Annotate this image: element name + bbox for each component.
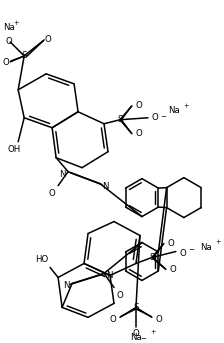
Text: O: O [136,101,143,110]
Text: S: S [117,115,123,124]
Text: N: N [102,182,108,191]
Text: N: N [64,282,70,291]
Text: O: O [152,113,159,122]
Text: O: O [170,265,177,274]
Text: OH: OH [8,145,21,154]
Text: +: + [150,329,155,335]
Text: O: O [45,35,52,45]
Text: +: + [215,238,220,245]
Text: N: N [106,271,112,281]
Text: +: + [183,103,188,109]
Text: O: O [5,37,12,46]
Text: Na: Na [3,23,15,33]
Text: N: N [60,170,66,179]
Text: O: O [180,249,187,258]
Text: +: + [13,20,19,26]
Text: O: O [3,58,10,67]
Text: −: − [140,336,146,342]
Text: Na: Na [200,243,212,252]
Text: O: O [156,315,163,324]
Text: HO: HO [36,255,49,264]
Text: O: O [109,315,116,324]
Text: Na: Na [168,106,180,115]
Text: O: O [133,329,139,338]
Text: −: − [188,248,194,253]
Text: O: O [117,291,123,300]
Text: S: S [133,303,139,312]
Text: O: O [136,129,143,138]
Text: S: S [22,51,27,60]
Text: O: O [168,239,175,248]
Text: S: S [149,253,155,262]
Text: Na: Na [130,333,142,342]
Text: O: O [49,189,56,198]
Text: −: − [160,114,166,120]
